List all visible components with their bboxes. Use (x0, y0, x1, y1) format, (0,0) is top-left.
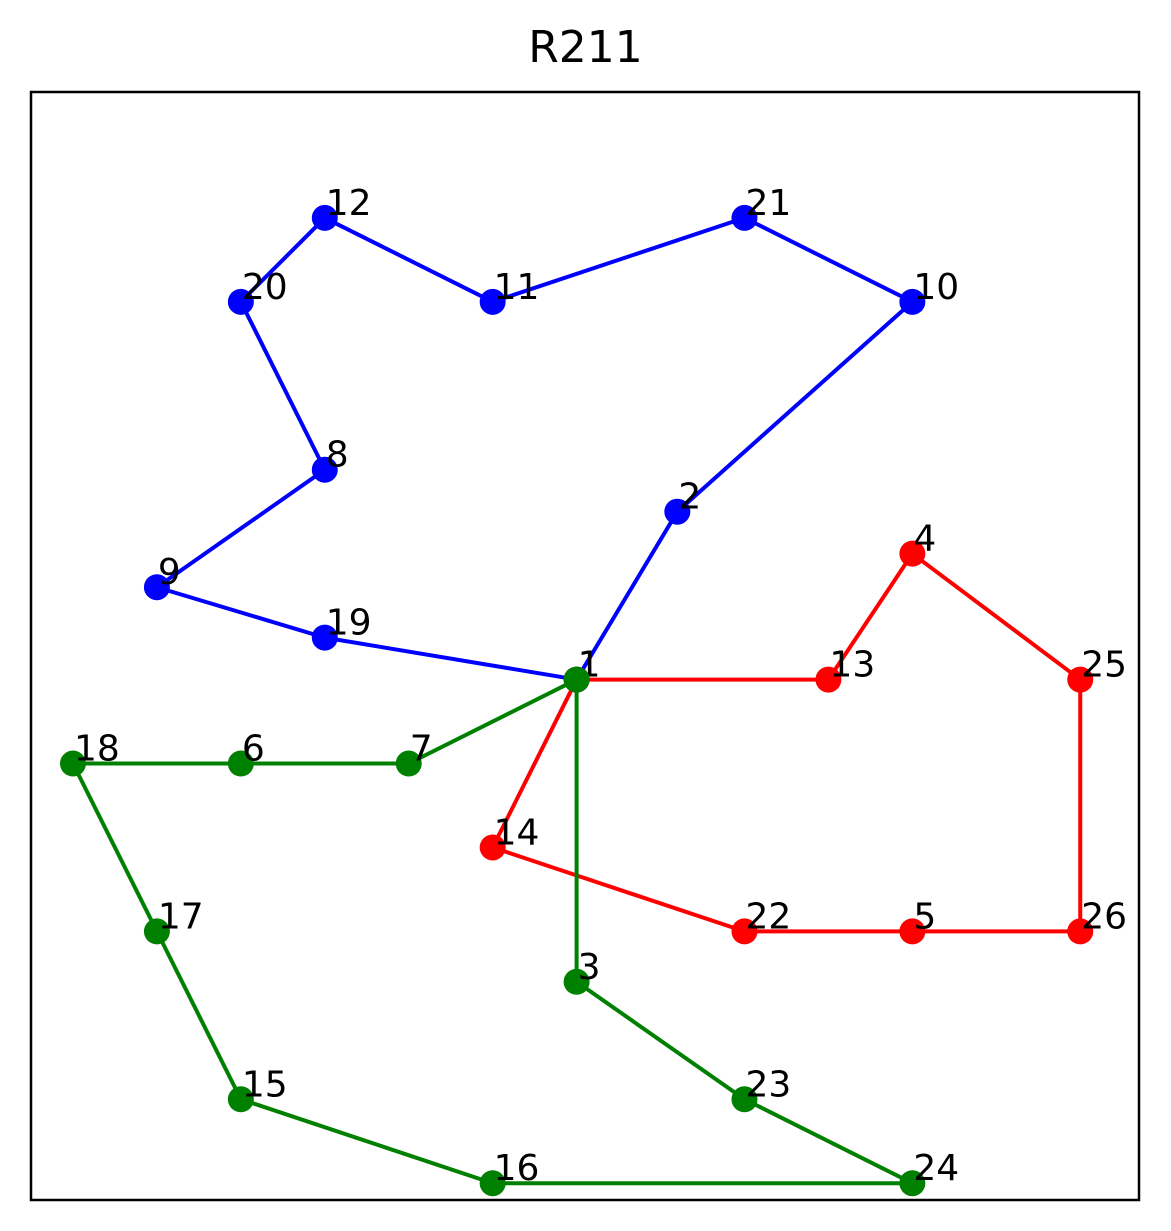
node-marker-14 (479, 834, 506, 861)
node-marker-24 (899, 1170, 926, 1197)
node-label-10: 10 (913, 267, 959, 308)
node-marker-3 (563, 968, 590, 995)
node-marker-23 (731, 1086, 758, 1113)
node-label-20: 20 (242, 267, 288, 308)
node-label-23: 23 (745, 1064, 791, 1105)
node-label-24: 24 (913, 1148, 959, 1189)
node-marker-20 (227, 288, 254, 315)
node-marker-2 (664, 498, 691, 525)
node-label-8: 8 (326, 435, 349, 476)
node-label-6: 6 (242, 729, 265, 770)
node-label-26: 26 (1081, 896, 1127, 937)
node-label-5: 5 (913, 896, 936, 937)
node-label-19: 19 (326, 603, 372, 644)
node-marker-18 (59, 750, 86, 777)
node-marker-15 (227, 1086, 254, 1113)
node-marker-9 (143, 574, 170, 601)
node-label-3: 3 (578, 947, 601, 988)
node-marker-10 (899, 288, 926, 315)
node-label-18: 18 (74, 729, 120, 770)
node-label-12: 12 (326, 183, 372, 224)
node-label-14: 14 (494, 812, 540, 853)
route-line-2 (490, 551, 1083, 934)
node-label-4: 4 (913, 519, 936, 560)
node-marker-8 (311, 456, 338, 483)
node-marker-4 (899, 540, 926, 567)
node-label-2: 2 (678, 477, 701, 518)
node-marker-17 (143, 918, 170, 945)
node-marker-5 (899, 918, 926, 945)
node-marker-16 (479, 1170, 506, 1197)
node-marker-25 (1067, 666, 1094, 693)
node-marker-6 (227, 750, 254, 777)
node-marker-19 (311, 624, 338, 651)
node-label-21: 21 (745, 183, 791, 224)
node-marker-11 (479, 288, 506, 315)
node-marker-26 (1067, 918, 1094, 945)
node-label-25: 25 (1081, 645, 1127, 686)
node-marker-1 (563, 666, 590, 693)
node-label-17: 17 (158, 896, 204, 937)
node-label-11: 11 (494, 267, 540, 308)
node-marker-21 (731, 204, 758, 231)
node-marker-13 (815, 666, 842, 693)
chart-title: R211 (528, 22, 643, 73)
node-marker-22 (731, 918, 758, 945)
node-label-16: 16 (494, 1148, 540, 1189)
node-label-9: 9 (158, 552, 181, 593)
node-label-7: 7 (410, 729, 433, 770)
node-label-22: 22 (745, 896, 791, 937)
node-label-15: 15 (242, 1064, 288, 1105)
node-label-13: 13 (829, 645, 875, 686)
node-marker-7 (395, 750, 422, 777)
node-marker-12 (311, 204, 338, 231)
plot-frame (29, 90, 1141, 1202)
